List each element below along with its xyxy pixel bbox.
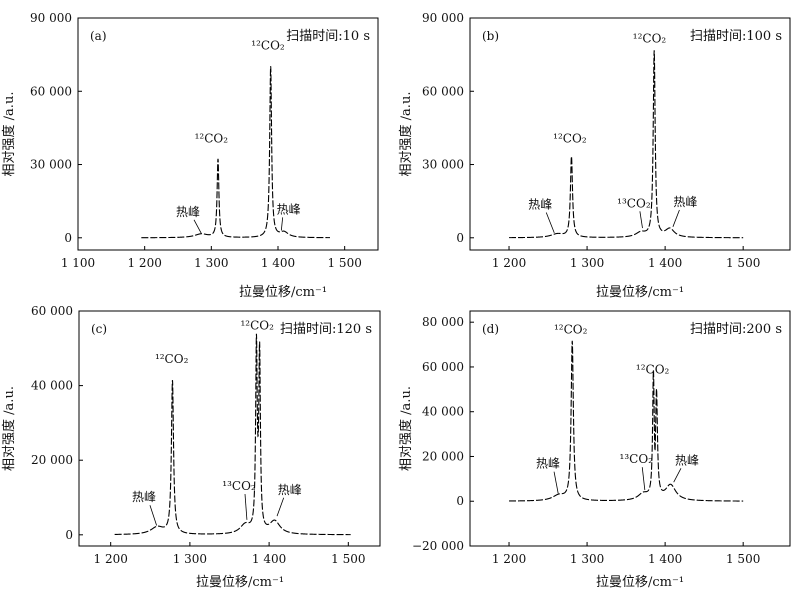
scan-time-label: 扫描时间:10 s: [286, 29, 370, 44]
peak-annotation: ¹²CO₂: [155, 352, 189, 366]
y-tick-label: 0: [64, 231, 72, 245]
annotation-pointer: [672, 209, 680, 227]
y-tick-label: 20 000: [31, 453, 73, 467]
spectrum-line: [114, 333, 351, 536]
y-tick-label: 60 000: [422, 360, 464, 374]
x-axis-label: 拉曼位移/cm⁻¹: [239, 285, 327, 300]
annotation-pointer: [639, 211, 643, 229]
peak-annotation: ¹²CO₂: [554, 322, 588, 336]
x-tick-label: 1 200: [94, 552, 128, 566]
y-tick-label: 0: [456, 494, 464, 508]
scan-time-label: 扫描时间:120 s: [280, 322, 372, 337]
peak-annotation: ¹³CO₂: [222, 479, 256, 493]
peak-annotation: ¹²CO₂: [636, 363, 670, 377]
y-tick-label: 30 000: [30, 158, 72, 172]
y-tick-label: 0: [456, 231, 464, 245]
y-tick-label: 60 000: [31, 304, 73, 318]
x-tick-label: 1 400: [252, 552, 286, 566]
y-tick-label: 20 000: [422, 449, 464, 463]
x-tick-label: 1 400: [648, 552, 682, 566]
y-axis-label: 相对强度 /a.u.: [398, 92, 414, 177]
y-tick-label: 90 000: [422, 11, 464, 25]
plot-frame: [77, 17, 379, 251]
plot-frame: [78, 310, 381, 547]
panel-label: (c): [91, 322, 107, 336]
peak-annotation: ¹²CO₂: [240, 319, 274, 333]
x-tick-label: 1 500: [726, 256, 760, 270]
y-axis-label: 相对强度 /a.u.: [398, 386, 414, 471]
annotation-pointer: [193, 219, 202, 234]
annotation-pointer: [149, 505, 158, 526]
x-tick-label: 1 200: [492, 552, 526, 566]
y-tick-label: 80 000: [422, 315, 464, 329]
x-tick-label: 1 500: [726, 552, 760, 566]
scan-time-label: 扫描时间:100 s: [690, 29, 782, 44]
chart-panel-c: 1 200 1 300 1 400 1 500 0 20 000 40 000 60 000 拉…: [1, 304, 381, 590]
x-axis-label: 拉曼位移/cm⁻¹: [596, 285, 684, 300]
x-tick-label: 1 200: [492, 256, 526, 270]
x-tick-label: 1 200: [127, 256, 161, 270]
chart-panel-b: 1 200 1 300 1 400 1 500 0 30 000 60 000 90 000 拉…: [398, 11, 791, 300]
x-tick-label: 1 300: [173, 552, 207, 566]
peak-annotation: 热峰: [536, 457, 560, 471]
plot-frame: [469, 310, 791, 547]
spectrum-line: [141, 66, 330, 239]
x-axis-label: 拉曼位移/cm⁻¹: [196, 575, 284, 590]
y-tick-label: 60 000: [422, 84, 464, 98]
peak-annotation: 热峰: [176, 205, 200, 219]
annotation-pointer: [244, 494, 248, 520]
x-tick-label: 1 300: [194, 256, 228, 270]
peak-annotation: ¹³CO₂: [617, 196, 651, 210]
panel-label: (a): [90, 29, 107, 43]
x-tick-label: 1 400: [261, 256, 295, 270]
x-tick-label: 1 400: [648, 256, 682, 270]
y-axis-label: 相对强度 /a.u.: [1, 386, 17, 471]
annotation-pointer: [641, 467, 646, 491]
x-axis-label: 拉曼位移/cm⁻¹: [596, 575, 684, 590]
x-tick-label: 1 300: [570, 256, 604, 270]
peak-annotation: 热峰: [673, 195, 697, 209]
y-tick-label: 30 000: [422, 158, 464, 172]
peak-annotation: ¹²CO₂: [633, 31, 667, 45]
spectrum-line: [509, 50, 744, 239]
y-tick-label: 60 000: [30, 84, 72, 98]
plot-frame: [469, 17, 791, 251]
peak-annotation: 热峰: [528, 197, 552, 211]
peak-annotation: ¹³CO₂: [620, 452, 654, 466]
annotation-pointer: [545, 212, 555, 234]
x-tick-label: 1 500: [327, 256, 361, 270]
peak-annotation: ¹²CO₂: [251, 39, 285, 53]
y-tick-label: 40 000: [422, 405, 464, 419]
chart-panel-d: 1 200 1 300 1 400 1 500 −20 000 0 20 000 40 000…: [398, 310, 791, 590]
annotation-pointer: [673, 468, 682, 483]
annotation-pointer: [280, 217, 284, 231]
panel-label: (d): [482, 322, 499, 336]
y-tick-label: 0: [65, 528, 73, 542]
peak-annotation: 热峰: [675, 453, 699, 467]
scan-time-label: 扫描时间:200 s: [690, 322, 782, 337]
peak-annotation: ¹²CO₂: [195, 132, 229, 146]
y-tick-label: −20 000: [412, 539, 464, 553]
y-tick-label: 40 000: [31, 379, 73, 393]
y-axis-label: 相对强度 /a.u.: [1, 92, 17, 177]
annotation-pointer: [553, 471, 559, 494]
panel-label: (b): [482, 29, 499, 43]
x-tick-label: 1 300: [570, 552, 604, 566]
annotation-pointer: [276, 497, 285, 517]
peak-annotation: ¹²CO₂: [553, 132, 587, 146]
peak-annotation: 热峰: [277, 202, 301, 216]
peak-annotation: 热峰: [278, 483, 302, 497]
spectrum-line: [509, 340, 744, 502]
x-tick-label: 1 500: [331, 552, 365, 566]
y-tick-label: 90 000: [30, 11, 72, 25]
peak-annotation: 热峰: [132, 490, 156, 504]
x-tick-label: 1 100: [61, 256, 95, 270]
chart-panel-a: 1 100 1 200 1 300 1 400 1 500 0 30 000 60 000 90…: [1, 11, 379, 300]
